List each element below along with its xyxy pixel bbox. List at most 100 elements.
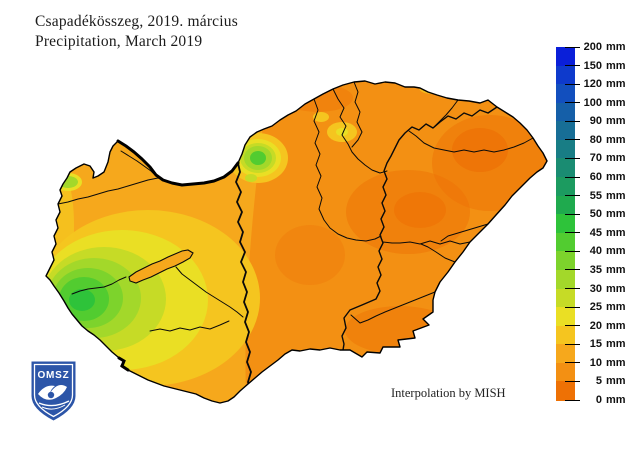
river-drava-border-section: [117, 356, 130, 372]
legend-label: 60 mm: [589, 171, 626, 184]
legend-tick: [565, 102, 580, 104]
precipitation-patch: [58, 176, 78, 188]
precipitation-patch: [394, 192, 446, 228]
river-line: [420, 243, 456, 263]
legend-label: 45 mm: [589, 226, 626, 239]
legend-tick: [565, 232, 580, 234]
precipitation-patch: [245, 174, 257, 182]
legend-tick: [565, 269, 580, 271]
river-line: [149, 320, 230, 332]
legend-label: 150 mm: [583, 59, 626, 72]
precipitation-patch: [283, 84, 353, 112]
legend-color-segment: [556, 158, 575, 178]
precipitation-patch: [69, 289, 95, 311]
legend-tick: [565, 46, 580, 48]
legend-tick: [565, 288, 580, 290]
legend-label: 200 mm: [583, 41, 626, 53]
legend-color-segment: [556, 195, 575, 215]
river-line: [433, 99, 459, 128]
legend-tick: [565, 176, 580, 178]
river-line: [350, 291, 436, 324]
legend-label: 25 mm: [589, 301, 626, 314]
river-line: [71, 276, 127, 295]
legend-label: 40 mm: [589, 245, 626, 258]
legend-labels: 200 mm 150 mm 120 mm 100 mm 90 mm 80 mm 70 mm 60 mm 55 mm…: [556, 41, 636, 406]
legend-tick: [565, 362, 580, 364]
river-danube-border-section: [116, 139, 240, 187]
river-line: [440, 223, 489, 242]
legend-label: 15 mm: [589, 338, 626, 351]
legend-tick: [565, 139, 580, 141]
legend-color-segment: [556, 325, 575, 345]
legend-label: 70 mm: [589, 152, 626, 165]
legend-label: 20 mm: [589, 319, 626, 332]
legend-color-segment: [556, 307, 575, 327]
legend-label: 10 mm: [589, 356, 626, 369]
legend-label: 30 mm: [589, 282, 626, 295]
legend-color-segment: [556, 84, 575, 104]
river-danube: [235, 162, 252, 397]
precipitation-patch: [336, 128, 348, 136]
river-line: [175, 266, 244, 318]
legend-color-segment: [556, 65, 575, 85]
legend-color-segment: [556, 121, 575, 141]
logo-text: OMSZ: [37, 370, 69, 381]
legend-tick: [565, 343, 580, 345]
legend-tick: [565, 65, 580, 67]
legend-color-segment: [556, 102, 575, 122]
precipitation-patch: [452, 128, 508, 172]
interpolation-note: Interpolation by MISH: [391, 386, 506, 400]
omsz-logo: OMSZ: [31, 361, 76, 421]
precipitation-patch: [275, 225, 345, 285]
legend-color-segment: [556, 288, 575, 308]
river-line: [332, 88, 388, 174]
legend-tick: [565, 157, 580, 159]
legend-tick: [565, 195, 580, 197]
legend-tick: [565, 120, 580, 122]
page-title-hungarian: Csapadékösszeg, 2019. március: [35, 13, 238, 30]
legend-label: 55 mm: [589, 189, 626, 202]
page-title-english: Precipitation, March 2019: [35, 33, 203, 50]
legend-color-segment: [556, 139, 575, 160]
legend-label: 120 mm: [583, 78, 626, 91]
legend-label: 50 mm: [589, 208, 626, 221]
logo-shield-inner-border: [33, 363, 74, 418]
river-line: [382, 240, 471, 245]
legend-color-segment: [556, 47, 575, 67]
legend-tick: [565, 399, 580, 401]
river-line: [313, 98, 382, 242]
legend-color-segment: [556, 269, 575, 290]
legend-color-segment: [556, 362, 575, 382]
legend-tick: [565, 83, 580, 85]
lake-balaton-outline: [128, 249, 194, 284]
legend-label: 5 mm: [595, 375, 626, 388]
legend-tick: [565, 250, 580, 252]
hungary-outline: [45, 80, 548, 404]
legend-color-segment: [556, 232, 575, 252]
legend-color-segment: [556, 177, 575, 197]
river-line: [351, 81, 363, 148]
legend-color-segment: [556, 251, 575, 271]
legend-bar: [556, 47, 575, 401]
precipitation-patch: [419, 82, 445, 94]
legend-tick: [565, 213, 580, 215]
legend-tick: [565, 325, 580, 327]
legend-label: 100 mm: [583, 96, 626, 109]
legend-label: 0 mm: [595, 394, 626, 406]
legend-label: 80 mm: [589, 133, 626, 146]
river-line: [408, 130, 534, 153]
precipitation-patch: [250, 151, 266, 165]
legend-tick: [565, 380, 580, 382]
legend-color-segment: [556, 344, 575, 364]
legend-color-segment: [556, 381, 575, 401]
river-tisza: [341, 106, 498, 351]
river-network: [57, 81, 534, 397]
legend-label: 90 mm: [589, 115, 626, 128]
precipitation-patch: [313, 112, 329, 122]
legend-color-segment: [556, 214, 575, 234]
logo-wave-icon: [38, 385, 70, 410]
legend-tick: [565, 306, 580, 308]
